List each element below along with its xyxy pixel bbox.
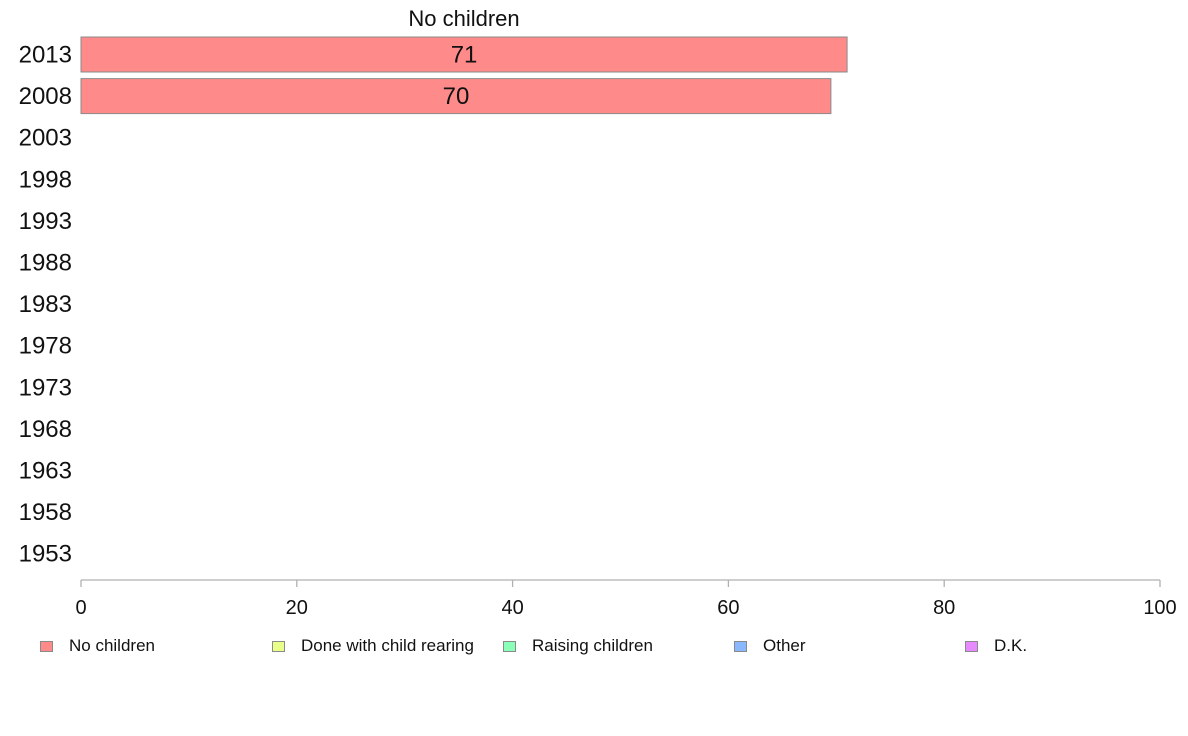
legend-label: Other — [763, 636, 806, 655]
y-tick-label-2008: 2008 — [19, 83, 72, 110]
stacked-bar-chart: No children 71 70 2013 2008 2003 1998 1993 198… — [19, 6, 1177, 619]
legend-label: No children — [69, 636, 155, 655]
y-tick-label-2013: 2013 — [19, 42, 72, 69]
bar-2013-no-children — [80, 36, 848, 73]
legend-item-d-k-: D.K. — [965, 632, 1027, 660]
x-tick-label-40: 40 — [501, 597, 523, 619]
legend: No children Done with child rearing Raisin… — [0, 632, 1188, 662]
x-tick-label-80: 80 — [933, 597, 955, 619]
y-tick-label-1993: 1993 — [19, 208, 72, 235]
bar-label-2013: 71 — [451, 42, 478, 69]
legend-item-done-with-child-rearing: Done with child rearing — [272, 632, 474, 660]
x-tick-label-20: 20 — [286, 597, 308, 619]
x-tick-label-0: 0 — [75, 597, 86, 619]
x-axis: 0 20 40 60 80 100 — [75, 579, 1177, 619]
y-tick-label-1973: 1973 — [19, 374, 72, 401]
legend-swatch — [272, 640, 285, 652]
legend-label: D.K. — [994, 636, 1028, 655]
legend-item-raising-children: Raising children — [503, 632, 653, 660]
y-tick-label-2003: 2003 — [19, 125, 72, 152]
bar-label-2008: 70 — [443, 83, 470, 110]
bars-group — [80, 36, 848, 115]
legend-item-other: Other — [734, 632, 806, 660]
y-axis-labels: 2013 2008 2003 1998 1993 1988 1983 1978 1973 1968… — [19, 42, 72, 568]
y-tick-label-1968: 1968 — [19, 416, 72, 443]
x-tick-label-60: 60 — [717, 597, 739, 619]
legend-swatch — [503, 640, 516, 652]
legend-swatch — [40, 640, 53, 652]
legend-item-no-children: No children — [40, 632, 155, 660]
legend-swatch — [965, 640, 978, 652]
y-tick-label-1958: 1958 — [19, 499, 72, 526]
bar-2008-no-children — [80, 78, 832, 115]
y-tick-label-1978: 1978 — [19, 333, 72, 360]
y-tick-label-1953: 1953 — [19, 541, 72, 568]
y-tick-label-1988: 1988 — [19, 250, 72, 277]
x-tick-label-100: 100 — [1143, 597, 1176, 619]
bar-labels-group: 71 70 — [443, 42, 478, 111]
legend-label: Done with child rearing — [301, 636, 474, 655]
legend-swatch — [734, 640, 747, 652]
y-tick-label-1963: 1963 — [19, 458, 72, 485]
y-tick-label-1983: 1983 — [19, 291, 72, 318]
series-title: No children — [408, 6, 519, 31]
y-tick-label-1998: 1998 — [19, 166, 72, 193]
legend-label: Raising children — [532, 636, 653, 655]
